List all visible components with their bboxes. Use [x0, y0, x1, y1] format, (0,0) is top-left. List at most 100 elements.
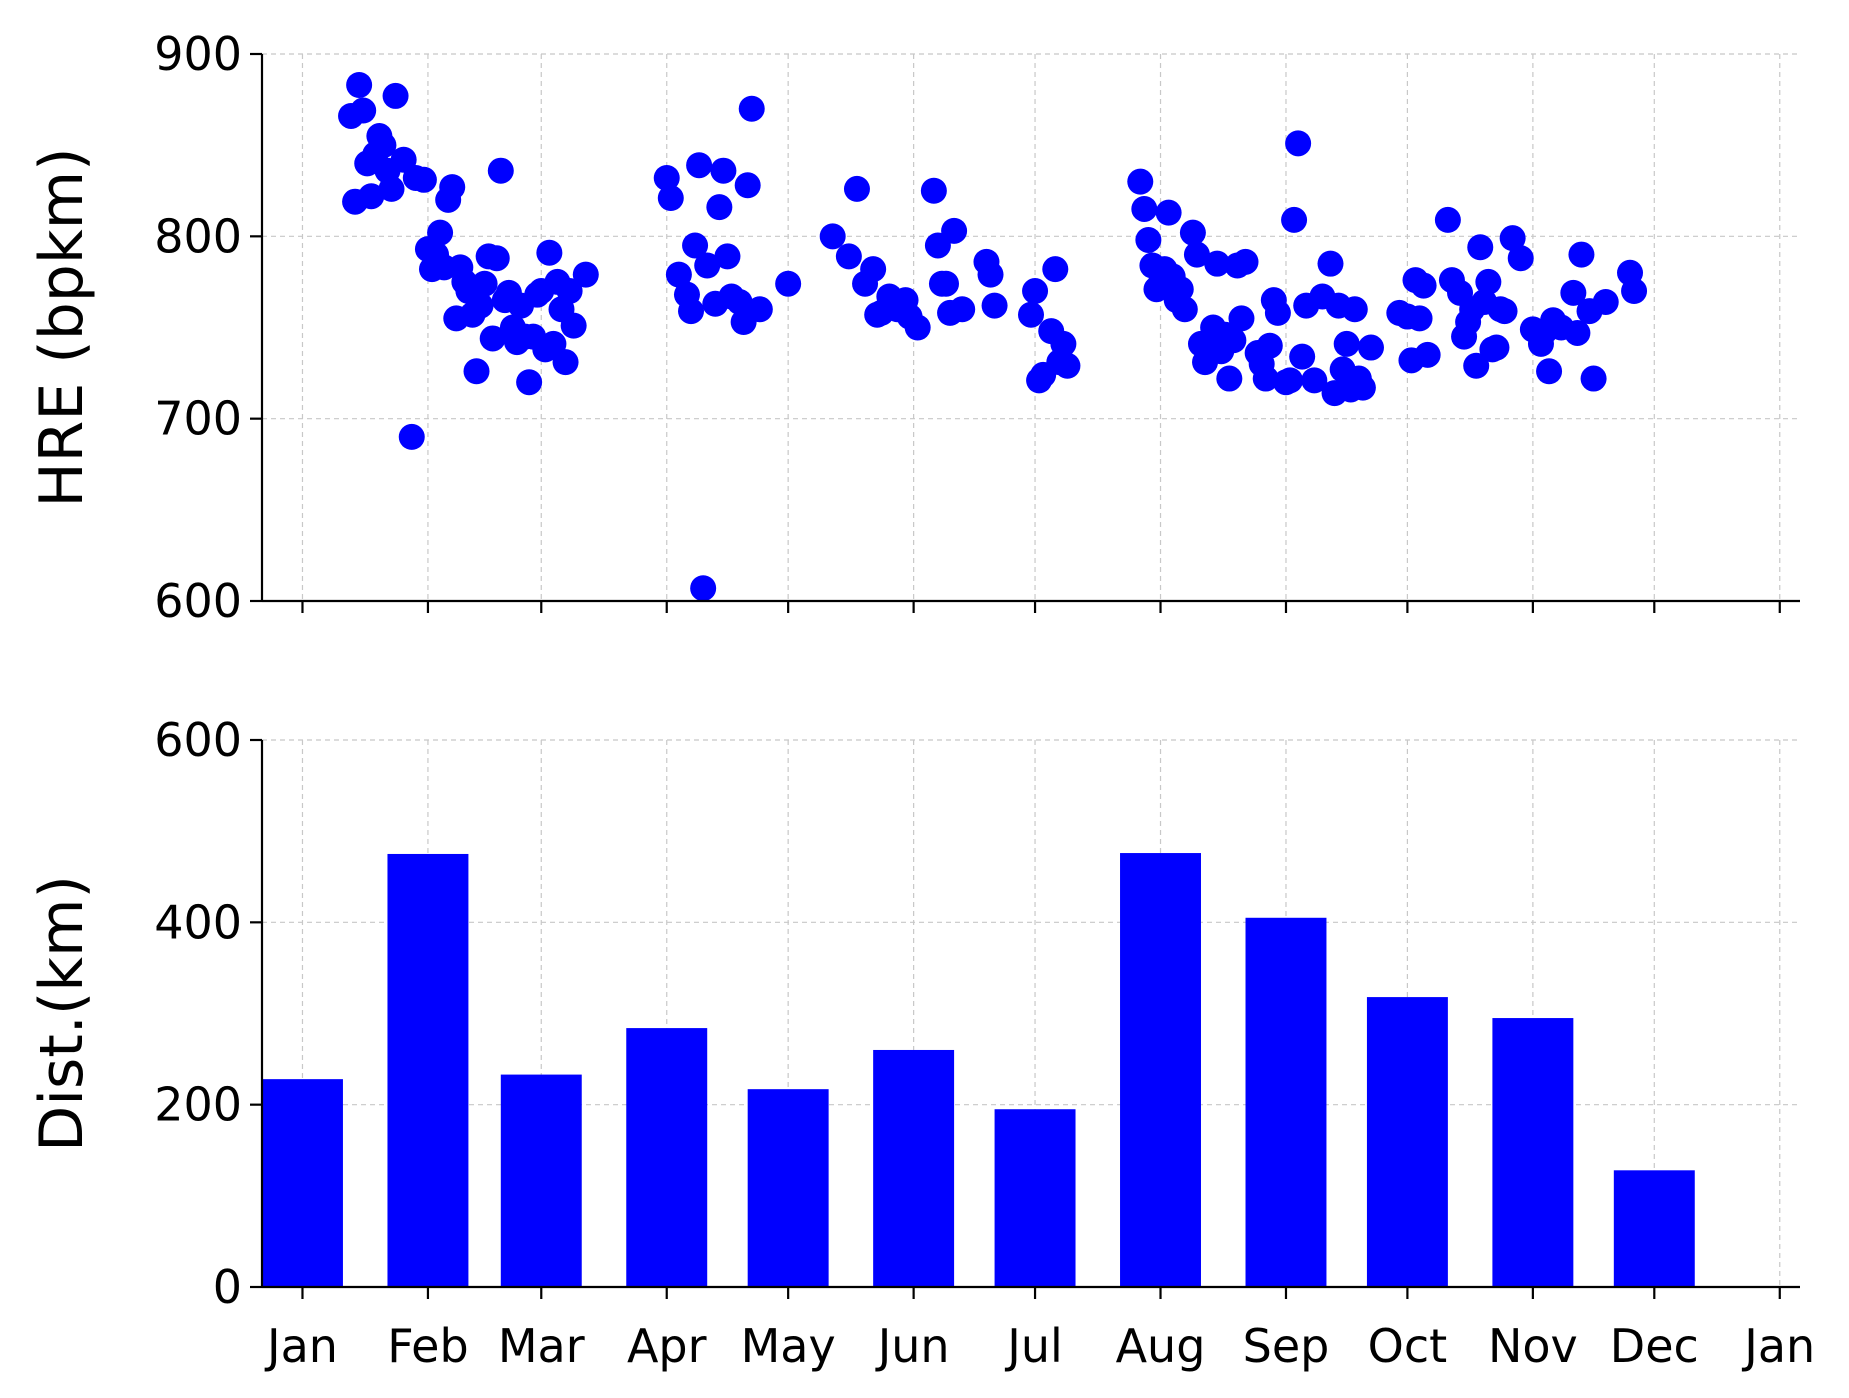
- scatter-point: [1050, 330, 1077, 357]
- bar: [1245, 917, 1327, 1287]
- y-tick-label: 200: [154, 1078, 242, 1132]
- scatter-point: [1289, 343, 1316, 370]
- scatter-point: [1135, 226, 1162, 253]
- scatter-point: [1131, 195, 1158, 222]
- scatter-point: [1467, 234, 1494, 261]
- scatter-point: [746, 296, 773, 323]
- scatter-point: [487, 157, 514, 184]
- scatter-point: [738, 95, 765, 122]
- scatter-point: [1434, 206, 1461, 233]
- scatter-point: [1410, 272, 1437, 299]
- scatter-point: [1264, 299, 1291, 326]
- scatter-point: [843, 175, 870, 202]
- scatter-points: [338, 71, 1648, 602]
- scatter-point: [686, 152, 713, 179]
- scatter-point: [483, 245, 510, 272]
- scatter-point: [410, 166, 437, 193]
- scatter-axes: 600 700 800 900: [154, 27, 1800, 628]
- scatter-point: [467, 292, 494, 319]
- x-tick-label: Oct: [1368, 1319, 1448, 1373]
- y-tick-label: 400: [154, 895, 242, 949]
- bar: [873, 1049, 955, 1287]
- scatter-point: [682, 232, 709, 259]
- scatter-point: [382, 82, 409, 109]
- bar: [994, 1109, 1076, 1287]
- scatter-point: [775, 270, 802, 297]
- scatter-point: [556, 278, 583, 305]
- scatter-point: [1054, 352, 1081, 379]
- scatter-point: [1022, 278, 1049, 305]
- scatter-point: [1483, 334, 1510, 361]
- scatter-point: [1204, 250, 1231, 277]
- y-tick-label: 0: [213, 1260, 242, 1314]
- scatter-point: [1171, 296, 1198, 323]
- scatter-point: [1127, 168, 1154, 195]
- bar: [747, 1089, 829, 1287]
- scatter-point: [1252, 365, 1279, 392]
- scatter-point: [694, 252, 721, 279]
- x-tick-label: Dec: [1610, 1319, 1699, 1373]
- scatter-point: [1491, 298, 1518, 325]
- scatter-point: [560, 312, 587, 339]
- scatter-point: [471, 270, 498, 297]
- scatter-point: [1499, 225, 1526, 252]
- scatter-point: [1167, 276, 1194, 303]
- scatter-point: [1560, 279, 1587, 306]
- scatter-point: [370, 132, 397, 159]
- x-tick-label: Jul: [1004, 1319, 1063, 1373]
- x-tick-label: Jun: [875, 1319, 950, 1373]
- scatter-point: [977, 261, 1004, 288]
- y-tick-label: 800: [154, 209, 242, 263]
- scatter-point: [1256, 332, 1283, 359]
- scatter-point: [378, 175, 405, 202]
- scatter-point: [390, 146, 417, 173]
- bar: [262, 1079, 343, 1287]
- scatter-point: [1220, 327, 1247, 354]
- scatter-point: [734, 172, 761, 199]
- bar: [500, 1074, 582, 1287]
- scatter-point: [690, 575, 717, 602]
- scatter-point: [835, 243, 862, 270]
- scatter-point: [1232, 248, 1259, 275]
- scatter-point: [920, 177, 947, 204]
- bar-y-axis-label: Dist.(km): [27, 875, 97, 1152]
- scatter-point: [1564, 319, 1591, 346]
- scatter-point: [657, 185, 684, 212]
- y-tick-label: 700: [154, 392, 242, 446]
- scatter-point: [665, 261, 692, 288]
- scatter-point: [1281, 206, 1308, 233]
- scatter-point: [706, 194, 733, 221]
- scatter-point: [540, 330, 567, 357]
- scatter-point: [536, 239, 563, 266]
- x-tick-label: Jan: [1741, 1319, 1815, 1373]
- bar: [1366, 997, 1448, 1287]
- scatter-point: [552, 349, 579, 376]
- scatter-point: [463, 358, 490, 385]
- scatter-point: [1341, 296, 1368, 323]
- scatter-point: [1179, 219, 1206, 246]
- scatter-point: [1580, 365, 1607, 392]
- scatter-point: [981, 292, 1008, 319]
- scatter-point: [1317, 250, 1344, 277]
- scatter-point: [1228, 305, 1255, 332]
- x-tick-label: Nov: [1488, 1319, 1578, 1373]
- scatter-point: [346, 71, 373, 98]
- scatter-point: [516, 369, 543, 396]
- scatter-point: [1406, 305, 1433, 332]
- y-tick-label: 600: [154, 574, 242, 628]
- scatter-point: [427, 219, 454, 246]
- scatter-point: [1333, 330, 1360, 357]
- scatter-point: [1357, 334, 1384, 361]
- x-tick-label: Feb: [387, 1319, 468, 1373]
- bar: [1120, 853, 1201, 1287]
- scatter-point: [949, 296, 976, 323]
- bar-axes: 0 200 400 600 Jan Feb Mar Apr May Jun Jul Aug Sep Oct…: [154, 713, 1815, 1373]
- scatter-point: [904, 314, 931, 341]
- scatter-point: [1349, 374, 1376, 401]
- scatter-point: [678, 298, 705, 325]
- x-tick-label: Aug: [1116, 1319, 1206, 1373]
- y-tick-label: 600: [154, 713, 242, 767]
- scatter-point: [1475, 268, 1502, 295]
- bar: [1613, 1170, 1695, 1287]
- scatter-point: [1621, 278, 1648, 305]
